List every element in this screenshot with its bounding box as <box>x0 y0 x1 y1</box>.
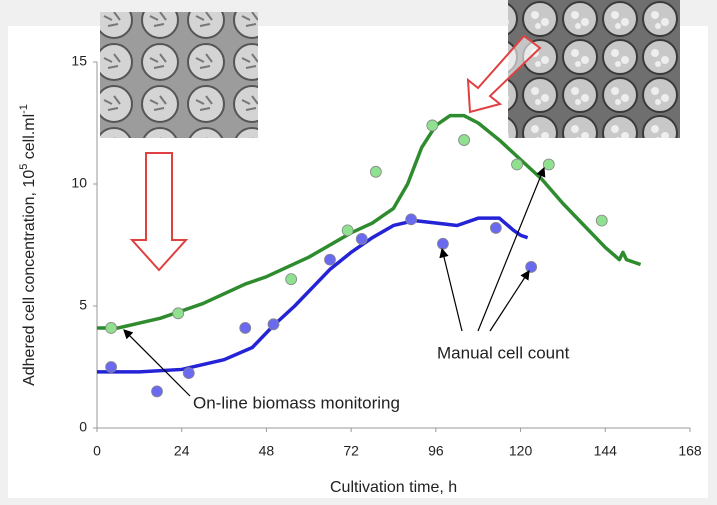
y-axis-label: Adhered cell concentration, 105 cell.ml-… <box>18 104 38 386</box>
data-point <box>437 237 449 250</box>
micrograph-late <box>508 0 680 138</box>
y-tick-label: 0 <box>79 419 87 435</box>
data-line <box>97 113 642 330</box>
note-box <box>430 337 640 369</box>
data-point <box>525 261 538 273</box>
micrograph-early <box>100 12 258 138</box>
y-label-main: Adhered cell concentration, 10 <box>21 170 38 386</box>
x-tick-label: 48 <box>259 443 275 459</box>
y-tick-label: 5 <box>79 297 87 313</box>
data-point <box>542 158 555 171</box>
y-tick-label: 10 <box>71 175 87 191</box>
red-arrow-down <box>129 152 189 272</box>
data-point <box>105 361 118 373</box>
x-tick-label: 120 <box>509 443 533 459</box>
pointer <box>123 329 191 397</box>
data-line <box>97 216 529 374</box>
x-tick-label: 168 <box>678 443 702 459</box>
y-label-unit: cell.ml <box>21 114 38 164</box>
data-point <box>285 273 298 286</box>
x-tick-label: 0 <box>93 443 101 459</box>
x-tick-label: 72 <box>343 443 359 459</box>
plot-area: 0 5 10 15 0 24 48 72 96 120 144 168 <box>71 53 701 459</box>
data-point <box>172 307 185 320</box>
note-box <box>186 389 472 417</box>
data-point <box>405 213 418 226</box>
data-point <box>489 222 502 234</box>
data-point <box>369 165 382 178</box>
data-point <box>355 232 368 245</box>
data-point <box>105 322 118 334</box>
data-point <box>341 224 354 237</box>
data-point <box>182 367 195 380</box>
annotation: Manual cell count <box>437 343 570 362</box>
y-label-sup: -1 <box>18 104 30 114</box>
data-point <box>458 134 470 146</box>
pointer <box>439 247 463 332</box>
annotation-arrows <box>123 166 546 397</box>
data-point <box>511 158 523 171</box>
data-point <box>267 318 280 331</box>
y-tick-label: 15 <box>71 53 87 69</box>
pointer <box>489 269 530 332</box>
red-arrow-diagonal <box>466 34 542 114</box>
data-point <box>595 214 608 227</box>
data-point <box>426 119 439 132</box>
x-tick-label: 24 <box>174 443 190 459</box>
data-point <box>324 253 336 266</box>
x-tick-label: 144 <box>594 443 618 459</box>
x-tick-label: 96 <box>428 443 444 459</box>
data-point <box>239 322 252 334</box>
pointer <box>477 166 546 332</box>
annotation: On-line biomass monitoring <box>193 393 400 412</box>
y-label-sup: 5 <box>18 164 30 170</box>
x-axis-label: Cultivation time, h <box>330 479 457 496</box>
data-point <box>151 385 163 398</box>
